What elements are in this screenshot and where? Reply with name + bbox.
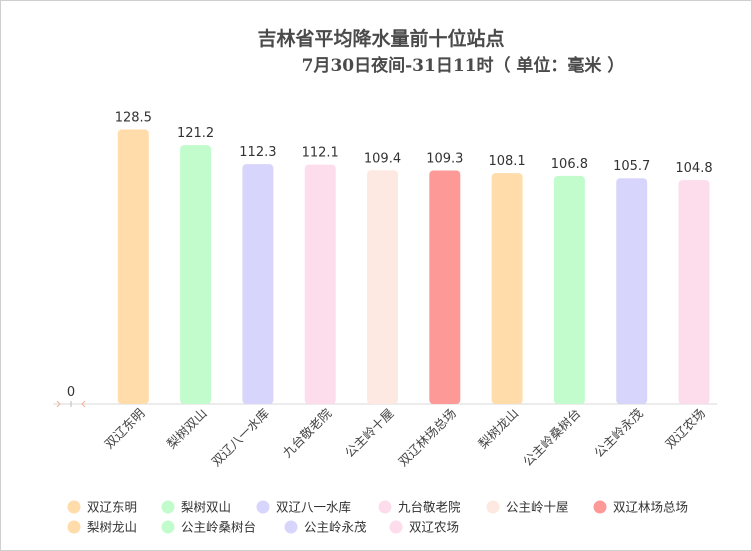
value-label: 0 [67, 385, 75, 400]
legend-label: 双辽农场 [409, 520, 459, 535]
value-label: 104.8 [675, 161, 712, 176]
value-label: 128.5 [115, 111, 152, 126]
legend-item[interactable]: 双辽八一水库 [256, 500, 352, 515]
value-label: 105.7 [613, 159, 650, 174]
legend-marker [67, 520, 81, 534]
bar-公主岭永茂[interactable] [616, 178, 648, 404]
legend-label: 梨树双山 [181, 500, 231, 515]
value-label: 112.1 [302, 146, 339, 161]
legend-label: 双辽林场总场 [613, 500, 688, 515]
category-label: 公主岭桑树台 [520, 406, 584, 470]
plot-area: 0 128.5 双辽东明 121.2 梨树双山 112.3 双辽八一水库 112.1 九台敬老院… [53, 111, 717, 470]
legend-marker [284, 520, 298, 534]
legend-item[interactable]: 双辽农场 [389, 520, 460, 535]
legend-item[interactable]: 双辽东明 [67, 500, 138, 515]
legend-item[interactable]: 九台敬老院 [378, 500, 462, 515]
value-label: 108.1 [488, 154, 525, 169]
legend-marker [161, 520, 175, 534]
legend-item[interactable]: 公主岭永茂 [284, 520, 368, 535]
category-label: 双辽八一水库 [208, 406, 272, 470]
legend-marker [378, 500, 392, 514]
category-label: 九台敬老院 [280, 405, 335, 460]
legend-marker [593, 500, 607, 514]
bar-梨树双山[interactable] [180, 145, 212, 404]
value-label: 112.3 [239, 145, 276, 160]
legend-item[interactable]: 公主岭十屋 [486, 500, 569, 515]
category-label: 双辽农场 [662, 406, 708, 452]
bar-双辽林场总场[interactable] [429, 170, 461, 405]
bar-梨树龙山[interactable] [491, 173, 523, 404]
value-label: 109.3 [426, 152, 463, 167]
category-label: 梨树龙山 [475, 406, 521, 452]
chart-subtitle: 7月30日夜间-31日11时（ 单位：毫米 ） [302, 55, 625, 76]
legend-label: 公主岭桑树台 [181, 520, 256, 535]
value-label: 121.2 [177, 126, 214, 141]
category-label: 双辽东明 [101, 406, 147, 452]
legend-label: 双辽东明 [87, 500, 137, 515]
bar-双辽农场[interactable] [678, 180, 710, 404]
legend-marker [256, 500, 270, 514]
bar-九台敬老院[interactable] [304, 164, 336, 404]
legend-label: 公主岭十屋 [506, 500, 569, 515]
legend-marker [161, 500, 175, 514]
bar-公主岭十屋[interactable] [367, 170, 398, 404]
legend-marker [486, 500, 500, 514]
legend-item[interactable]: 公主岭桑树台 [161, 520, 257, 535]
value-label: 106.8 [551, 157, 588, 172]
category-label: 梨树双山 [164, 406, 210, 452]
legend-label: 公主岭永茂 [304, 520, 367, 535]
legend-item[interactable]: 梨树龙山 [67, 520, 138, 535]
bar-双辽八一水库[interactable] [242, 164, 274, 404]
category-label: 双辽林场总场 [395, 406, 459, 470]
legend-label: 双辽八一水库 [276, 500, 351, 515]
category-label: 公主岭十屋 [342, 406, 397, 461]
bar-双辽东明[interactable] [117, 129, 149, 405]
legend-marker [389, 520, 403, 534]
legend-marker [67, 500, 81, 514]
value-label: 109.4 [364, 151, 401, 166]
legend-label: 九台敬老院 [398, 500, 461, 515]
legend-item[interactable]: 双辽林场总场 [593, 500, 689, 515]
category-label: 公主岭永茂 [591, 405, 646, 460]
chart-title: 吉林省平均降水量前十位站点 [257, 27, 504, 50]
legend-item[interactable]: 梨树双山 [161, 500, 232, 515]
bar-公主岭桑树台[interactable] [553, 175, 585, 404]
legend-label: 梨树龙山 [87, 520, 137, 535]
bar-zero-marker [56, 400, 86, 408]
